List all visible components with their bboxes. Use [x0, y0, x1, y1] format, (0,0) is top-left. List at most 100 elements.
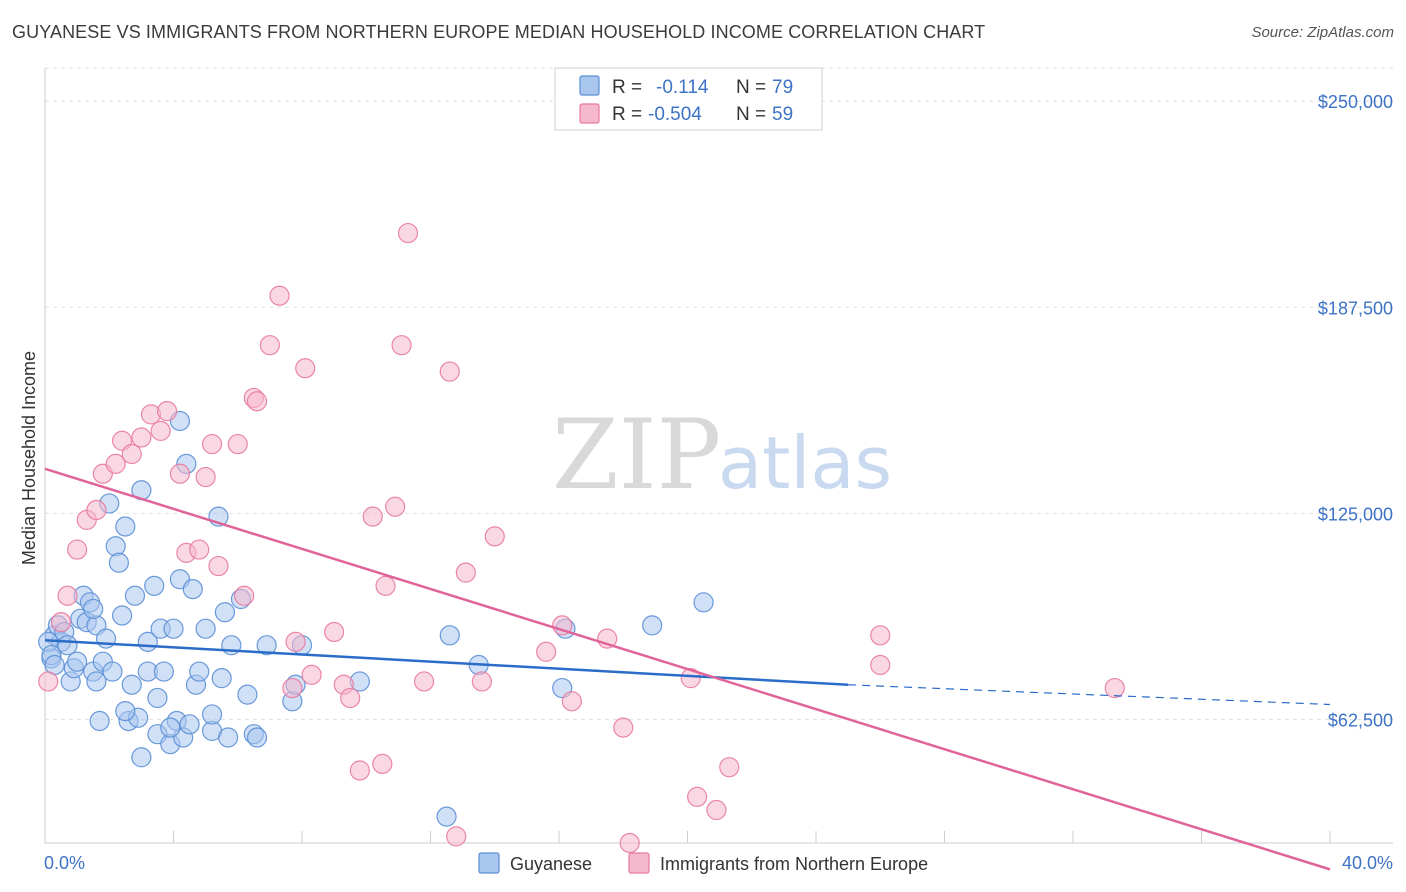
legend-r-value-0: -0.114: [656, 77, 709, 98]
point-northern-europe-28: [295, 358, 316, 379]
point-guyanese-55: [218, 727, 239, 748]
series-guyanese-points: [38, 410, 714, 827]
point-northern-europe-57: [870, 654, 891, 676]
point-northern-europe-32: [340, 687, 361, 709]
point-guyanese-46: [182, 579, 203, 600]
point-northern-europe-12: [150, 420, 171, 441]
point-northern-europe-3: [67, 539, 88, 560]
point-northern-europe-45: [484, 526, 505, 547]
point-northern-europe-14: [169, 463, 191, 484]
point-guyanese-45: [179, 714, 200, 735]
point-guyanese-8: [67, 651, 88, 672]
point-guyanese-29: [131, 747, 152, 768]
legend-n-label-0: N =: [736, 77, 766, 98]
point-northern-europe-2: [57, 585, 78, 606]
point-northern-europe-26: [282, 677, 303, 699]
point-guyanese-54: [214, 602, 235, 623]
point-northern-europe-7: [105, 453, 126, 474]
point-northern-europe-16: [189, 539, 210, 560]
series-northern-europe-points: [38, 222, 1125, 854]
point-northern-europe-29: [301, 664, 322, 685]
y-tick-labels: $62,500 $125,000 $187,500 $250,000: [1318, 92, 1393, 730]
point-guyanese-16: [89, 710, 110, 732]
trend-line-northern-europe: [44, 467, 1331, 871]
legend-n-value-1: 59: [772, 104, 793, 125]
point-guyanese-22: [108, 552, 129, 573]
trend-lines: [44, 467, 1331, 871]
point-northern-europe-27: [285, 631, 306, 652]
point-northern-europe-33: [349, 760, 370, 781]
point-guyanese-20: [102, 661, 123, 682]
point-northern-europe-24: [259, 335, 280, 356]
point-guyanese-58: [237, 684, 258, 705]
point-northern-europe-30: [324, 621, 345, 643]
point-northern-europe-9: [121, 443, 142, 465]
legend-r-label-1: R =: [612, 104, 642, 125]
point-guyanese-77: [115, 701, 136, 722]
point-northern-europe-55: [719, 757, 740, 778]
point-guyanese-49: [195, 618, 216, 639]
chart-title: GUYANESE VS IMMIGRANTS FROM NORTHERN EUR…: [12, 22, 986, 42]
bottom-legend-label-guyanese: Guyanese: [510, 854, 592, 874]
trend-line-guyanese-extension: [848, 684, 1331, 706]
legend-n-label-1: N =: [736, 104, 766, 125]
point-northern-europe-41: [439, 361, 460, 382]
point-northern-europe-39: [397, 222, 419, 244]
source-label: Source: ZipAtlas.com: [1251, 24, 1394, 41]
point-northern-europe-48: [561, 691, 582, 712]
point-northern-europe-0: [38, 671, 59, 692]
point-guyanese-37: [153, 661, 174, 682]
point-northern-europe-34: [362, 506, 383, 527]
point-northern-europe-42: [446, 826, 467, 847]
point-guyanese-48: [189, 661, 210, 682]
point-northern-europe-19: [208, 555, 229, 577]
point-northern-europe-20: [227, 433, 248, 455]
point-northern-europe-43: [455, 562, 476, 583]
y-tick-label-1: $125,000: [1318, 504, 1393, 524]
point-northern-europe-5: [86, 499, 107, 521]
point-northern-europe-56: [870, 625, 891, 646]
point-guyanese-39: [163, 618, 184, 639]
point-northern-europe-58: [1104, 677, 1125, 699]
legend-swatch-northern-europe: [579, 103, 600, 124]
bottom-legend-swatch-guyanese: [478, 852, 500, 874]
bottom-legend: Guyanese Immigrants from Northern Europe: [478, 852, 928, 874]
watermark-atlas: atlas: [718, 421, 892, 505]
bottom-legend-label-northern-europe: Immigrants from Northern Europe: [660, 854, 928, 874]
point-northern-europe-35: [372, 753, 393, 774]
point-northern-europe-54: [706, 799, 727, 821]
point-northern-europe-52: [680, 668, 701, 689]
point-northern-europe-25: [269, 285, 290, 306]
point-guyanese-60: [246, 727, 268, 748]
legend-swatch-guyanese: [579, 75, 600, 96]
x-tick-label-min: 0.0%: [44, 853, 85, 873]
point-northern-europe-47: [552, 615, 573, 636]
point-northern-europe-21: [234, 585, 255, 606]
point-guyanese-21: [105, 536, 126, 557]
point-northern-europe-51: [619, 832, 640, 854]
x-tick-label-max: 40.0%: [1342, 853, 1393, 873]
point-guyanese-23: [111, 605, 133, 626]
point-guyanese-66: [436, 806, 457, 827]
point-northern-europe-46: [536, 641, 557, 662]
point-northern-europe-38: [391, 335, 412, 356]
point-northern-europe-10: [131, 427, 152, 448]
point-guyanese-26: [121, 674, 142, 695]
bottom-legend-swatch-northern-europe: [628, 852, 650, 874]
point-guyanese-76: [83, 598, 104, 620]
axes: [44, 68, 1393, 844]
point-northern-europe-13: [156, 401, 178, 422]
point-northern-europe-53: [687, 786, 708, 807]
point-northern-europe-44: [471, 671, 492, 692]
point-guyanese-67: [439, 625, 460, 646]
point-guyanese-71: [642, 615, 663, 636]
y-tick-label-0: $62,500: [1328, 710, 1393, 730]
y-axis-label: Median Household Income: [19, 351, 39, 565]
point-northern-europe-18: [201, 433, 223, 455]
point-northern-europe-1: [50, 612, 72, 633]
point-northern-europe-17: [195, 466, 216, 488]
legend-n-value-0: 79: [772, 77, 793, 98]
point-guyanese-61: [256, 635, 277, 656]
point-guyanese-27: [124, 585, 146, 606]
